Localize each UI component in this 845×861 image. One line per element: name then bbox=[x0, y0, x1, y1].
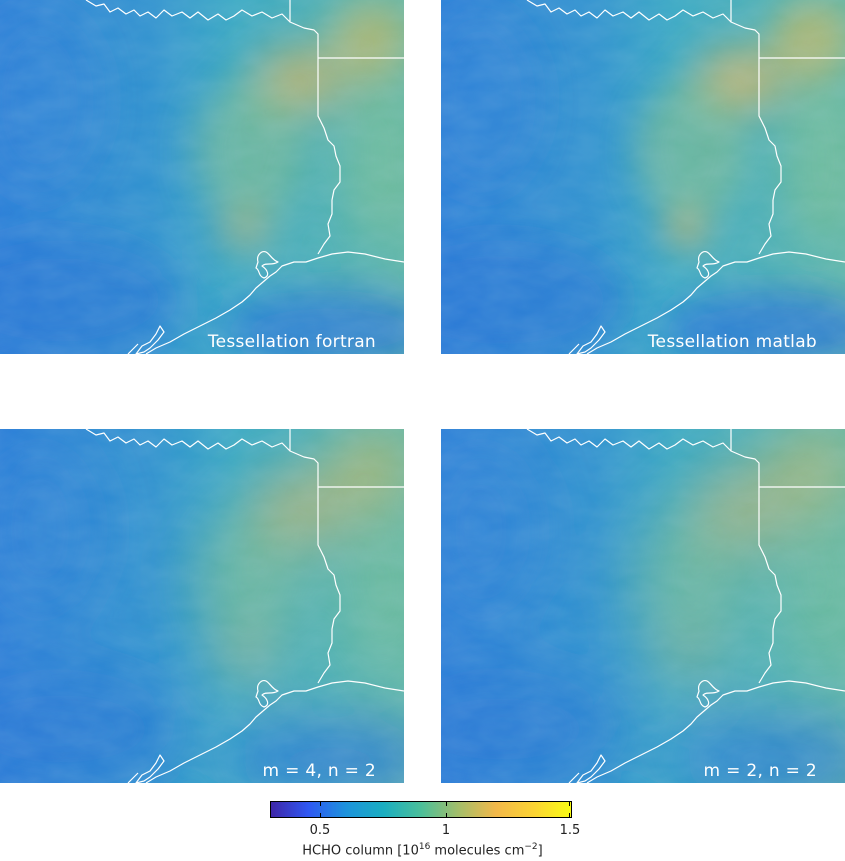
texture-noise bbox=[441, 0, 845, 354]
hcho-map bbox=[441, 0, 845, 354]
state-border-east bbox=[730, 0, 782, 255]
coastline bbox=[145, 680, 404, 783]
state-border-east bbox=[289, 429, 341, 684]
colorbar-tick bbox=[320, 802, 321, 806]
barrier-islands bbox=[127, 754, 165, 783]
red-river-border bbox=[85, 429, 291, 452]
colorbar-tick bbox=[569, 802, 570, 806]
coastline bbox=[586, 680, 845, 783]
state-border-east bbox=[730, 429, 782, 684]
galveston-bay bbox=[696, 250, 720, 279]
galveston-bay bbox=[696, 679, 720, 708]
coastline bbox=[145, 251, 404, 354]
colorbar-label: HCHO column [1016 molecules cm−2] bbox=[0, 842, 845, 858]
texture-noise bbox=[441, 429, 845, 783]
colorbar-tick bbox=[320, 813, 321, 817]
texture-noise bbox=[0, 429, 404, 783]
colorbar-tick bbox=[446, 802, 447, 806]
colorbar-label-exponent: −2 bbox=[524, 842, 538, 852]
hcho-map bbox=[441, 429, 845, 783]
panel-label: Tessellation fortran bbox=[207, 332, 376, 352]
colorbar-label-units: molecules cm bbox=[430, 843, 525, 859]
panel-label: m = 4, n = 2 bbox=[262, 761, 376, 781]
galveston-bay bbox=[255, 679, 279, 708]
state-borders bbox=[526, 429, 845, 783]
colorbar-tick-label: 1.5 bbox=[559, 823, 581, 838]
coastline bbox=[586, 251, 845, 354]
colorbar-tick bbox=[569, 813, 570, 817]
panel-label: m = 2, n = 2 bbox=[703, 761, 817, 781]
panel-label: Tessellation matlab bbox=[647, 332, 817, 352]
galveston-bay bbox=[255, 250, 279, 279]
state-borders bbox=[526, 0, 845, 354]
barrier-islands bbox=[568, 754, 606, 783]
colorbar-label-suffix: ] bbox=[537, 843, 543, 859]
hcho-map bbox=[0, 429, 404, 783]
state-borders bbox=[85, 429, 404, 783]
colorbar-tick bbox=[446, 813, 447, 817]
colorbar-label-exponent: 16 bbox=[418, 842, 431, 852]
colorbar-label-prefix: HCHO column [10 bbox=[302, 843, 419, 859]
barrier-islands bbox=[127, 325, 165, 354]
red-river-border bbox=[526, 0, 732, 23]
colorbar bbox=[270, 801, 572, 818]
barrier-islands bbox=[568, 325, 606, 354]
red-river-border bbox=[85, 0, 291, 23]
map-panel-tessellation-fortran: Tessellation fortran bbox=[0, 0, 404, 354]
colorbar-tick-label: 1 bbox=[441, 823, 451, 838]
map-panel-m2-n2: m = 2, n = 2 bbox=[441, 429, 845, 783]
state-borders bbox=[85, 0, 404, 354]
colorbar-tick-label: 0.5 bbox=[309, 823, 331, 838]
state-border-east bbox=[289, 0, 341, 255]
map-panel-m4-n2: m = 4, n = 2 bbox=[0, 429, 404, 783]
red-river-border bbox=[526, 429, 732, 452]
map-panel-tessellation-matlab: Tessellation matlab bbox=[441, 0, 845, 354]
texture-noise bbox=[0, 0, 404, 354]
hcho-map bbox=[0, 0, 404, 354]
